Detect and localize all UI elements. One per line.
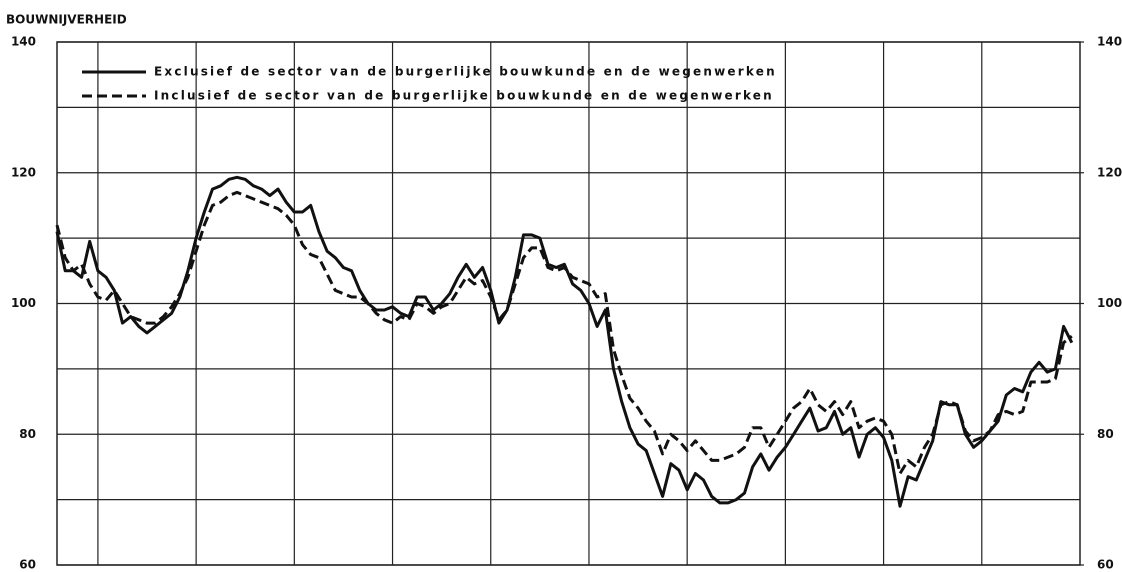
y-tick-label: 120: [11, 165, 36, 179]
legend-label: Inclusief de sector van de burgerlijke b…: [154, 89, 774, 103]
y2-tick-label: 60: [1097, 558, 1114, 572]
y-tick-label: 140: [11, 35, 36, 49]
chart-title: BOUWNIJVERHEID: [6, 13, 127, 27]
data-line: [55, 175, 1074, 508]
y2-tick-label: 140: [1097, 35, 1122, 49]
y2-tick-label: 100: [1097, 296, 1122, 310]
y2-tick-label: 120: [1097, 165, 1122, 179]
y-tick-label: 80: [19, 427, 36, 441]
plot-frame: [56, 41, 1081, 566]
y2-tick-label: 80: [1097, 427, 1114, 441]
y-tick-label: 60: [19, 558, 36, 572]
legend-label: Exclusief de sector van de burgerlijke b…: [154, 65, 777, 79]
y-tick-label: 100: [11, 296, 36, 310]
data-line: [55, 190, 1073, 475]
